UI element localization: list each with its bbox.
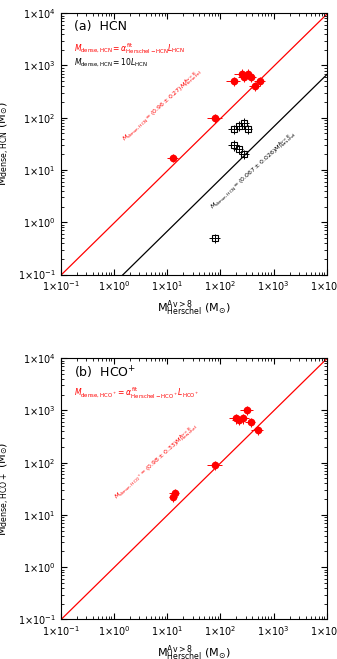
- Text: (b)  HCO$^{+}$: (b) HCO$^{+}$: [74, 364, 136, 381]
- Text: $M_{\rm dense,HCN}=(0.96\pm0.27)M_{\rm Herschel}^{\rm Av>8}$: $M_{\rm dense,HCN}=(0.96\pm0.27)M_{\rm H…: [120, 66, 205, 144]
- Text: $M_{\rm dense,HCO^+}=\alpha_{\rm Herschel-HCO^+}^{\rm fit} L_{\rm HCO^+}$: $M_{\rm dense,HCO^+}=\alpha_{\rm Hersche…: [74, 386, 200, 401]
- Text: $M_{\rm dense,HCN}=10L_{\rm HCN}$: $M_{\rm dense,HCN}=10L_{\rm HCN}$: [74, 56, 148, 69]
- X-axis label: M$_{\rm Herschel}^{\rm Av>8}$ (M$_{\odot}$): M$_{\rm Herschel}^{\rm Av>8}$ (M$_{\odot…: [157, 644, 231, 659]
- Text: $M_{\rm dense,HCO^+}=(0.98\pm0.33)M_{\rm Herschel}^{\rm Av>8}$: $M_{\rm dense,HCO^+}=(0.98\pm0.33)M_{\rm…: [112, 421, 200, 502]
- Text: (a)  HCN: (a) HCN: [74, 20, 127, 33]
- Y-axis label: M$_{\rm dense,HCN}$ (M$_{\odot}$): M$_{\rm dense,HCN}$ (M$_{\odot}$): [0, 101, 12, 186]
- X-axis label: M$_{\rm Herschel}^{\rm Av>8}$ (M$_{\odot}$): M$_{\rm Herschel}^{\rm Av>8}$ (M$_{\odot…: [157, 299, 231, 318]
- Y-axis label: M$_{\rm dense,HCO+}$ (M$_{\odot}$): M$_{\rm dense,HCO+}$ (M$_{\odot}$): [0, 442, 12, 536]
- Text: $M_{\rm dense,HCN}=\alpha_{\rm Herschel-HCN}^{\rm fit} L_{\rm HCN}$: $M_{\rm dense,HCN}=\alpha_{\rm Herschel-…: [74, 41, 185, 55]
- Text: $M_{\rm dense,HCN}=(0.067\pm0.026)M_{\rm Herschel}^{\rm Av>8}$: $M_{\rm dense,HCN}=(0.067\pm0.026)M_{\rm…: [208, 129, 299, 212]
